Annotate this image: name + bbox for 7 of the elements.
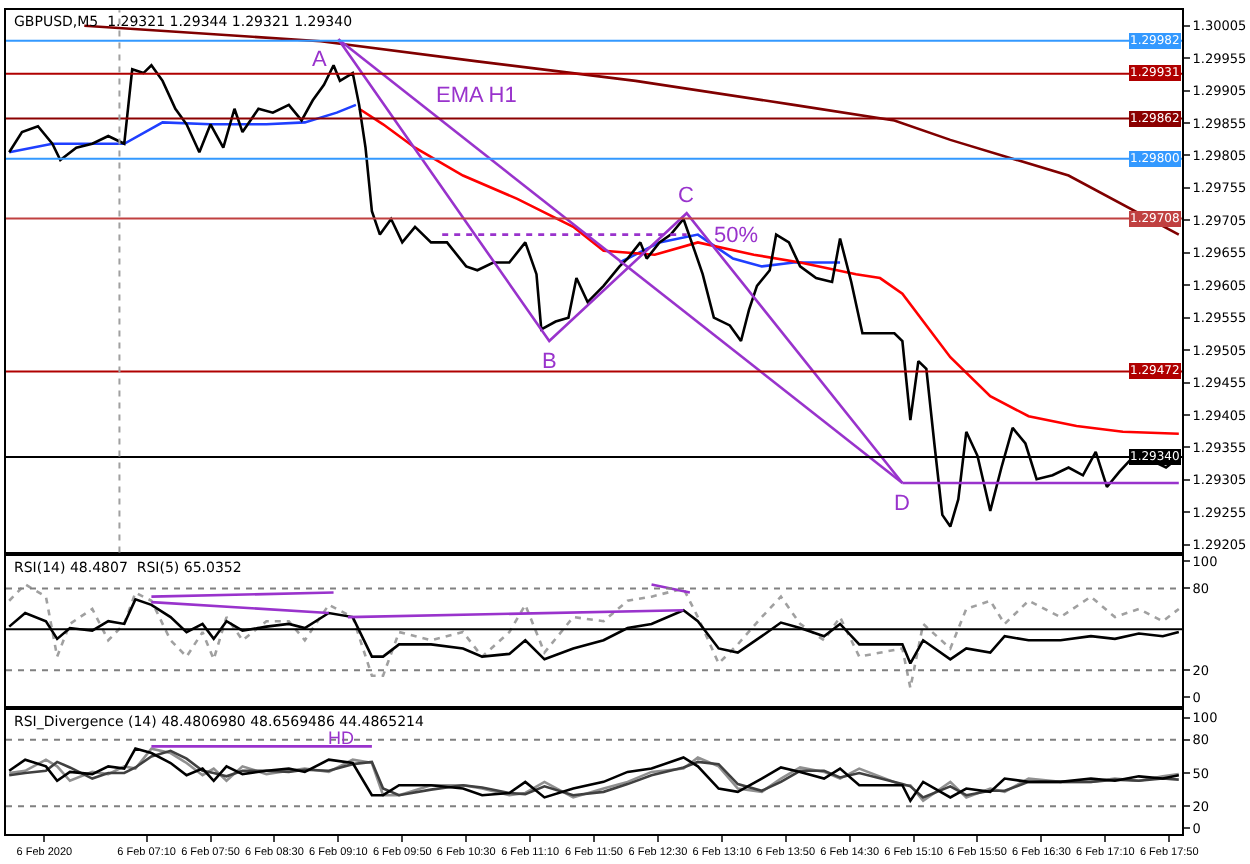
annotation: C — [678, 184, 694, 208]
annotation: HD — [328, 728, 355, 748]
annotation: B — [542, 350, 557, 374]
annotation: 50% — [714, 224, 759, 248]
annotation: EMA H1 — [436, 84, 517, 108]
annotation: A — [312, 48, 328, 72]
annotation: D — [894, 492, 910, 516]
